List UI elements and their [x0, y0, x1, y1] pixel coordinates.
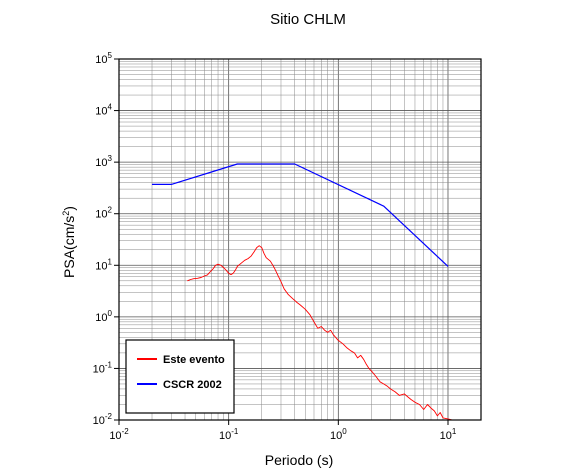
series-line-este-evento	[187, 245, 453, 421]
y-axis-title-main: PSA(cm/s	[61, 216, 77, 278]
series-group	[152, 163, 453, 421]
chart-title: Sitio CHLM	[270, 11, 346, 28]
legend: Este evento CSCR 2002	[125, 339, 235, 414]
x-tick-label: 101	[440, 427, 457, 442]
y-axis-title-exponent: 2	[61, 211, 71, 216]
x-tick-label: 10-2	[109, 427, 129, 442]
y-tick-label: 104	[95, 103, 112, 118]
y-axis-title: PSA(cm/s2)	[61, 206, 77, 278]
series-line-cscr-2002	[152, 163, 449, 267]
tick-labels: 10-2 10-1 100 101 10-2 10-1 100 101 102 103 104 105	[93, 51, 457, 442]
y-tick-label: 101	[95, 257, 112, 272]
y-tick-label: 105	[95, 51, 112, 66]
legend-label-cscr-2002: CSCR 2002	[163, 379, 222, 391]
x-axis-title: Periodo (s)	[265, 452, 333, 468]
y-tick-label: 102	[95, 206, 112, 221]
legend-label-este-evento: Este evento	[163, 354, 225, 366]
y-tick-label: 100	[95, 309, 112, 324]
grid	[119, 59, 481, 420]
y-axis-title-close: )	[61, 206, 77, 211]
y-tick-label: 10-1	[93, 360, 113, 375]
y-tick-label: 103	[95, 154, 112, 169]
y-tick-label: 10-2	[93, 412, 113, 427]
x-tick-label: 100	[330, 427, 347, 442]
x-tick-label: 10-1	[219, 427, 239, 442]
plot-frame	[118, 58, 482, 421]
legend-box	[125, 339, 235, 414]
